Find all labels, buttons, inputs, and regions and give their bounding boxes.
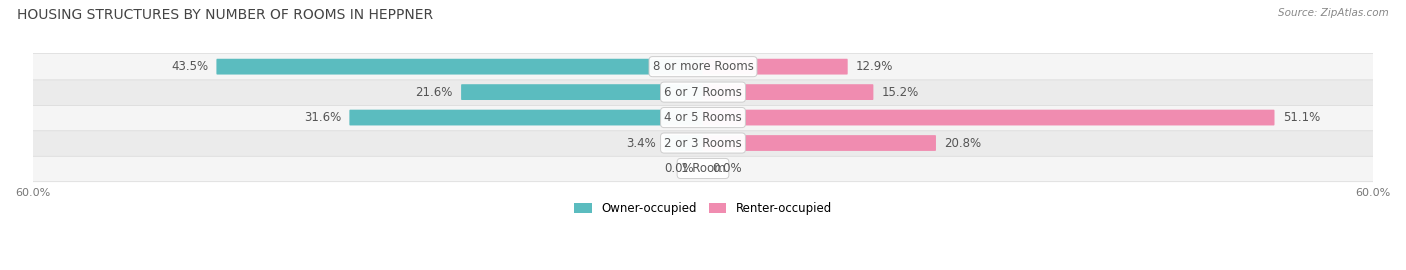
FancyBboxPatch shape (703, 135, 936, 151)
FancyBboxPatch shape (32, 104, 1374, 131)
Text: 20.8%: 20.8% (945, 137, 981, 150)
FancyBboxPatch shape (349, 110, 703, 126)
FancyBboxPatch shape (703, 110, 1274, 126)
Text: 43.5%: 43.5% (172, 60, 208, 73)
Text: 1 Room: 1 Room (681, 162, 725, 175)
FancyBboxPatch shape (703, 84, 873, 100)
Text: 31.6%: 31.6% (304, 111, 342, 124)
FancyBboxPatch shape (217, 59, 703, 75)
Text: 2 or 3 Rooms: 2 or 3 Rooms (664, 137, 742, 150)
FancyBboxPatch shape (665, 135, 703, 151)
Text: 8 or more Rooms: 8 or more Rooms (652, 60, 754, 73)
Text: 12.9%: 12.9% (856, 60, 893, 73)
FancyBboxPatch shape (32, 155, 1374, 182)
Text: 4 or 5 Rooms: 4 or 5 Rooms (664, 111, 742, 124)
FancyBboxPatch shape (461, 84, 703, 100)
FancyBboxPatch shape (703, 59, 848, 75)
Legend: Owner-occupied, Renter-occupied: Owner-occupied, Renter-occupied (569, 197, 837, 220)
Text: 15.2%: 15.2% (882, 86, 920, 99)
Text: 21.6%: 21.6% (415, 86, 453, 99)
Text: 0.0%: 0.0% (665, 162, 695, 175)
Text: 6 or 7 Rooms: 6 or 7 Rooms (664, 86, 742, 99)
Text: 3.4%: 3.4% (626, 137, 657, 150)
Text: Source: ZipAtlas.com: Source: ZipAtlas.com (1278, 8, 1389, 18)
Text: HOUSING STRUCTURES BY NUMBER OF ROOMS IN HEPPNER: HOUSING STRUCTURES BY NUMBER OF ROOMS IN… (17, 8, 433, 22)
FancyBboxPatch shape (32, 130, 1374, 156)
FancyBboxPatch shape (32, 53, 1374, 80)
Text: 51.1%: 51.1% (1282, 111, 1320, 124)
Text: 0.0%: 0.0% (711, 162, 741, 175)
FancyBboxPatch shape (32, 79, 1374, 105)
